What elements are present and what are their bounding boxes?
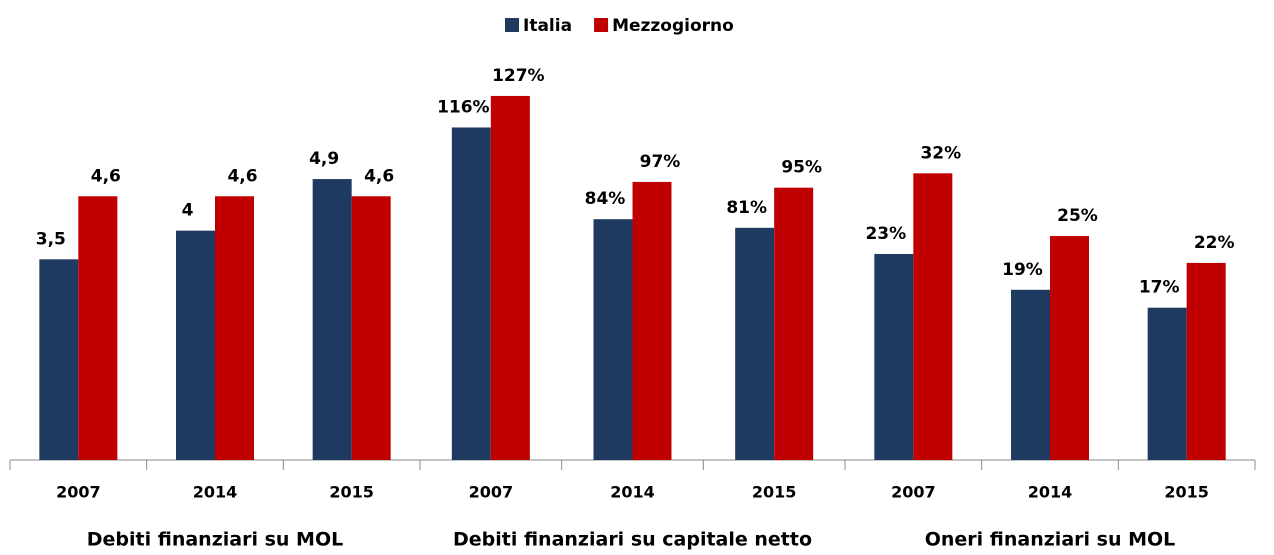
data-label: 4 xyxy=(182,201,194,221)
data-label: 25% xyxy=(1057,206,1098,226)
data-label: 19% xyxy=(1002,260,1043,280)
bar xyxy=(632,181,672,460)
legend-label: Italia xyxy=(523,16,572,36)
legend-label: Mezzogiorno xyxy=(612,16,734,36)
bar xyxy=(78,196,118,460)
bar xyxy=(451,127,491,460)
bar xyxy=(593,219,633,460)
panel-title: Debiti finanziari su MOL xyxy=(87,529,343,551)
bar xyxy=(874,253,914,460)
data-label: 95% xyxy=(781,158,822,178)
bar xyxy=(774,187,814,460)
legend-swatch xyxy=(505,18,519,32)
x-tick-label: 2007 xyxy=(469,483,514,502)
data-label: 22% xyxy=(1194,233,1235,253)
x-tick-label: 2007 xyxy=(891,483,936,502)
data-label: 17% xyxy=(1139,278,1180,298)
bar xyxy=(215,196,254,460)
x-tick-label: 2015 xyxy=(752,483,797,502)
bar xyxy=(39,259,79,460)
x-tick-label: 2015 xyxy=(329,483,374,502)
legend-swatch xyxy=(594,18,609,32)
data-label: 127% xyxy=(492,66,545,86)
bar xyxy=(735,227,775,460)
data-label: 116% xyxy=(437,97,490,117)
data-label: 97% xyxy=(640,152,681,172)
bar xyxy=(351,196,391,460)
bar xyxy=(1186,262,1226,460)
data-label: 4,6 xyxy=(227,166,257,186)
bar xyxy=(913,173,953,461)
data-label: 4,9 xyxy=(309,149,339,169)
x-tick-label: 2014 xyxy=(193,483,238,502)
x-tick-label: 2014 xyxy=(1028,483,1073,502)
bar xyxy=(1011,289,1050,460)
bar xyxy=(490,95,530,460)
x-tick-label: 2015 xyxy=(1164,483,1209,502)
data-label: 4,6 xyxy=(364,166,394,186)
panel-title: Oneri finanziari su MOL xyxy=(925,529,1176,551)
data-label: 3,5 xyxy=(36,229,66,249)
x-tick-label: 2007 xyxy=(56,483,101,502)
bar xyxy=(1147,307,1187,460)
data-label: 81% xyxy=(726,198,767,218)
data-label: 4,6 xyxy=(91,166,121,186)
panel-title: Debiti finanziari su capitale netto xyxy=(453,529,812,551)
data-label: 32% xyxy=(920,143,961,163)
bar xyxy=(1050,236,1089,460)
x-tick-label: 2014 xyxy=(610,483,655,502)
bar xyxy=(312,179,352,461)
bar xyxy=(176,230,215,460)
data-label: 23% xyxy=(865,224,906,244)
data-label: 84% xyxy=(585,189,626,209)
